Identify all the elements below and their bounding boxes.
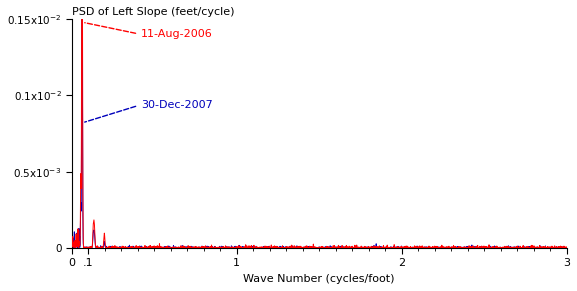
X-axis label: Wave Number (cycles/foot): Wave Number (cycles/foot)	[243, 274, 395, 284]
Text: 30-Dec-2007: 30-Dec-2007	[85, 100, 213, 122]
Text: PSD of Left Slope (feet/cycle): PSD of Left Slope (feet/cycle)	[72, 7, 234, 17]
Text: 11-Aug-2006: 11-Aug-2006	[85, 23, 213, 39]
